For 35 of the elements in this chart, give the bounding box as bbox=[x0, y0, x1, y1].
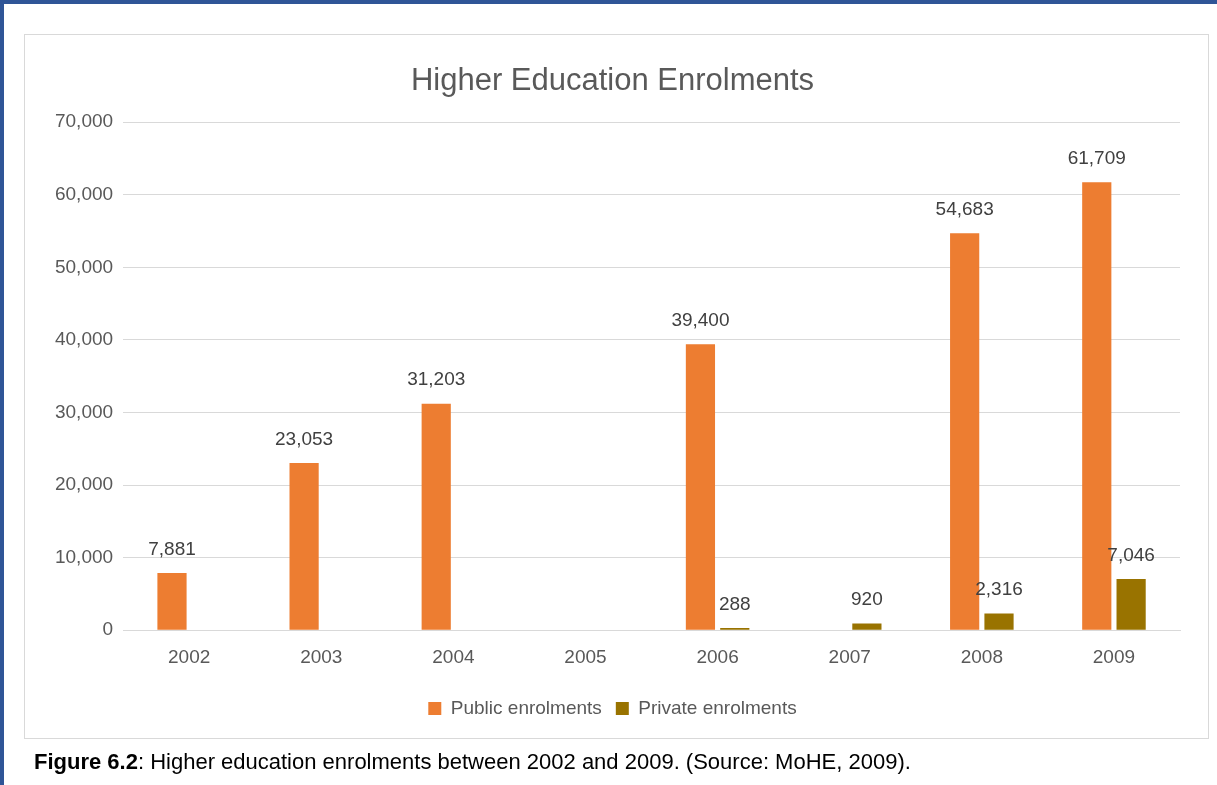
y-tick-label: 70,000 bbox=[54, 110, 114, 132]
chart-title: Higher Education Enrolments bbox=[410, 62, 815, 98]
y-tick-label: 50,000 bbox=[54, 255, 114, 277]
data-label: 61,709 bbox=[1067, 147, 1126, 169]
y-tick-label: 10,000 bbox=[54, 545, 114, 567]
y-tick-label: 30,000 bbox=[54, 400, 114, 422]
data-label: 7,881 bbox=[148, 537, 196, 559]
bar bbox=[852, 623, 882, 630]
y-tick-label: 0 bbox=[102, 618, 114, 640]
y-tick-label: 60,000 bbox=[54, 183, 114, 205]
legend-label: Public enrolments bbox=[450, 696, 602, 718]
data-label: 920 bbox=[851, 588, 883, 610]
data-label: 54,683 bbox=[935, 198, 994, 220]
bar bbox=[421, 403, 451, 630]
bar bbox=[157, 573, 187, 630]
x-tick-label: 2004 bbox=[432, 645, 475, 667]
x-tick-label: 2002 bbox=[168, 645, 211, 667]
x-tick-label: 2008 bbox=[960, 645, 1003, 667]
bar bbox=[1116, 579, 1146, 630]
x-tick-label: 2003 bbox=[300, 645, 343, 667]
bar bbox=[685, 344, 716, 630]
y-tick-label: 20,000 bbox=[54, 473, 114, 495]
x-tick-label: 2005 bbox=[564, 645, 607, 667]
x-tick-label: 2007 bbox=[828, 645, 871, 667]
x-tick-label: 2006 bbox=[696, 645, 739, 667]
data-label: 31,203 bbox=[407, 368, 466, 390]
y-tick-label: 40,000 bbox=[54, 328, 114, 350]
x-tick-label: 2009 bbox=[1092, 645, 1136, 667]
bar bbox=[984, 613, 1014, 630]
caption: Figure 6.2: Higher education enrolments between 2002 and 2009. (Source: MoHE, 2009). bbox=[34, 749, 911, 774]
data-label: 288 bbox=[718, 592, 751, 614]
data-label: 39,400 bbox=[671, 309, 730, 330]
legend-label: Private enrolments bbox=[638, 696, 797, 718]
bar bbox=[289, 462, 319, 630]
data-label: 23,053 bbox=[275, 427, 334, 449]
